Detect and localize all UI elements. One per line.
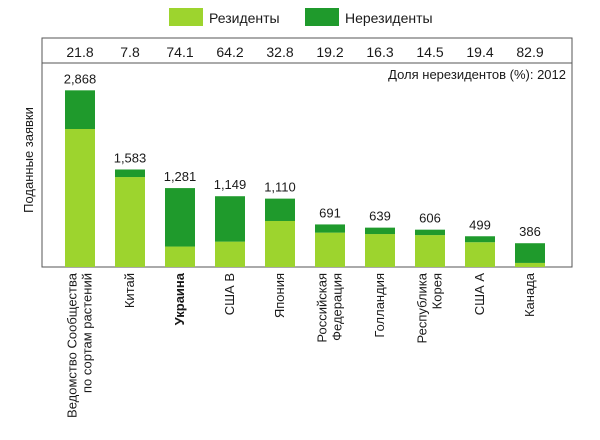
bar-total-label: 386 (519, 224, 541, 239)
category-label: Китай (122, 273, 137, 308)
legend-swatch-residents (169, 8, 203, 26)
bar-segment-nonresidents (65, 90, 95, 130)
legend-label-nonresidents: Нерезиденты (345, 10, 433, 26)
bar-segment-nonresidents (265, 198, 295, 221)
bar-segment-nonresidents (115, 169, 145, 178)
nonresident-share-value: 74.1 (166, 44, 193, 60)
bar-total-label: 639 (369, 209, 391, 224)
bar-total-label: 1,281 (164, 169, 197, 184)
bar-segment-residents (365, 234, 395, 267)
category-label: Украина (172, 272, 187, 325)
nonresident-share-header: Доля нерезидентов (%): 2012 (388, 67, 566, 82)
category-label: Федерация (330, 273, 345, 341)
bar-segment-residents (215, 241, 245, 267)
category-label: США B (222, 273, 237, 315)
bar-segment-nonresidents (315, 224, 345, 233)
nonresident-share-value: 64.2 (216, 44, 243, 60)
bar-total-label: 1,110 (264, 180, 296, 195)
category-label: Российская (315, 273, 330, 343)
bar-total-label: 1,583 (114, 150, 147, 165)
bars (65, 90, 545, 267)
legend: Резиденты Нерезиденты (169, 8, 433, 26)
nonresident-share-value: 7.8 (120, 44, 140, 60)
bar-segment-nonresidents (515, 243, 545, 263)
legend-swatch-nonresidents (305, 8, 339, 26)
nonresident-share-row: 21.8 7.8 74.1 64.2 32.8 19.2 16.3 14.5 19.4 82.9 (66, 44, 543, 60)
bar-segment-residents (465, 242, 495, 267)
nonresident-share-value: 19.4 (466, 44, 493, 60)
category-label: Канада (522, 272, 537, 317)
bar-segment-residents (415, 235, 445, 267)
bar-segment-residents (165, 246, 195, 267)
category-label: США A (472, 273, 487, 316)
legend-label-residents: Резиденты (209, 10, 280, 26)
plot-frame (41, 37, 573, 268)
bar-total-label: 1,149 (214, 177, 247, 192)
nonresident-share-value: 19.2 (316, 44, 343, 60)
bar-segment-nonresidents (465, 236, 495, 243)
bar-segment-nonresidents (165, 188, 195, 247)
y-axis-label: Поданные заявки (21, 107, 36, 213)
bar-segment-nonresidents (415, 229, 445, 236)
category-label: Корея (430, 273, 445, 309)
total-labels: 2,868 1,583 1,281 1,149 1,110 691 639 606 499 386 (64, 71, 541, 239)
bar-total-label: 499 (469, 217, 491, 232)
nonresident-share-value: 16.3 (366, 44, 393, 60)
category-labels: Ведомство Сообщества по сортам растений Ки… (65, 272, 538, 418)
bar-segment-residents (515, 262, 545, 267)
bar-segment-residents (115, 177, 145, 267)
bar-total-label: 606 (419, 211, 441, 226)
category-label: по сортам растений (80, 273, 95, 393)
nonresident-share-value: 32.8 (266, 44, 293, 60)
bar-segment-residents (265, 220, 295, 267)
bar-segment-residents (65, 129, 95, 267)
nonresident-share-value: 21.8 (66, 44, 93, 60)
bar-total-label: 2,868 (64, 71, 97, 86)
bar-segment-nonresidents (365, 227, 395, 235)
category-label: Голландия (372, 273, 387, 338)
bar-total-label: 691 (319, 205, 341, 220)
bar-segment-residents (315, 232, 345, 267)
nonresident-share-value: 82.9 (516, 44, 543, 60)
category-label: Япония (272, 273, 287, 318)
category-label: Ведомство Сообщества (65, 272, 80, 418)
nonresident-share-value: 14.5 (416, 44, 443, 60)
bar-segment-nonresidents (215, 196, 245, 242)
category-label: Республика (415, 272, 430, 343)
